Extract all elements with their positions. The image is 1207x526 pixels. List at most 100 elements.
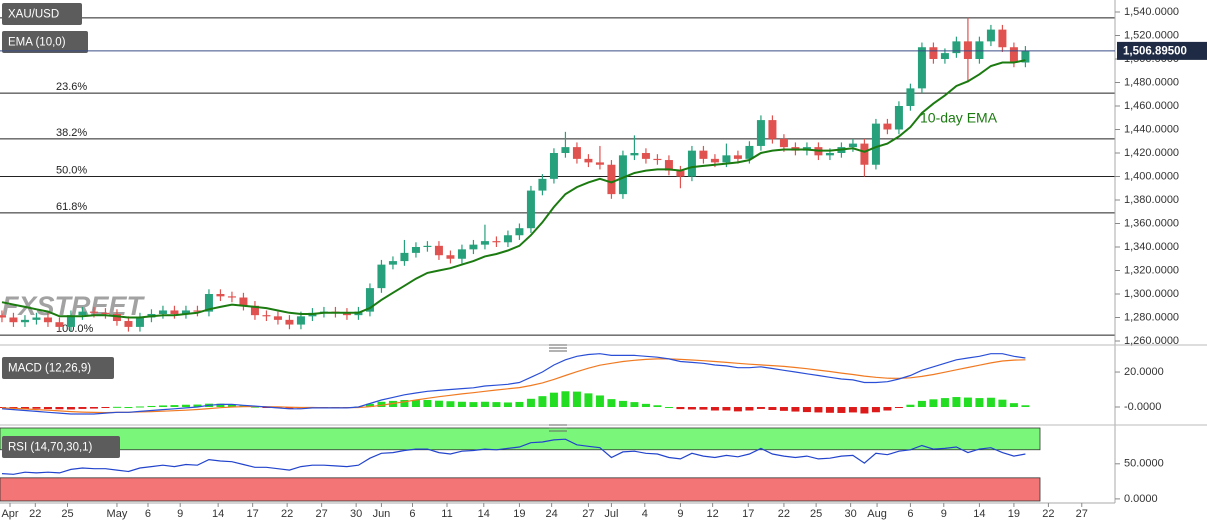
candle-body	[952, 41, 961, 54]
x-tick-label: 27	[1076, 508, 1088, 520]
x-tick-label: May	[107, 508, 128, 520]
macd-histogram-bar	[411, 400, 420, 408]
macd-histogram-bar	[906, 404, 915, 408]
candle-body	[457, 249, 466, 259]
symbol-box[interactable]	[2, 3, 82, 25]
rsi-line	[1, 438, 1026, 475]
candle-body	[158, 310, 167, 314]
macd-histogram-bar	[227, 404, 236, 408]
x-tick-label: 9	[941, 508, 947, 520]
candle-body	[894, 105, 903, 130]
macd-histogram-bar	[618, 400, 627, 408]
candle-body	[434, 245, 443, 256]
candle-body	[32, 317, 41, 320]
macd-histogram-bar	[768, 407, 777, 410]
candle-body	[388, 261, 397, 265]
candle-body	[101, 312, 110, 314]
macd-histogram-bar	[158, 405, 167, 408]
x-tick-label: 6	[409, 508, 415, 520]
candle-body	[963, 41, 972, 59]
macd-histogram-bar	[664, 407, 673, 409]
candle-body	[975, 41, 984, 59]
candle-body	[273, 316, 282, 320]
candle-body	[687, 150, 696, 177]
candle-body	[365, 288, 374, 312]
candle-body	[664, 160, 673, 171]
macd-histogram-bar	[32, 407, 41, 409]
macd-histogram-bar	[469, 402, 478, 408]
x-tick-label: 19	[1008, 508, 1020, 520]
y-tick-label: 1,480.0000	[1124, 76, 1179, 88]
macd-histogram-bar	[124, 407, 133, 409]
x-tick-label: 17	[247, 508, 259, 520]
candle-body	[848, 143, 857, 148]
macd-histogram-bar	[20, 407, 29, 409]
macd-histogram-bar	[975, 398, 984, 408]
candle-body	[66, 315, 75, 327]
y-tick-label: 1,340.0000	[1124, 241, 1179, 253]
macd-histogram-bar	[917, 400, 926, 408]
x-tick-label: 22	[778, 508, 790, 520]
resize-handle[interactable]	[549, 344, 567, 352]
macd-histogram-bar	[1021, 405, 1030, 408]
macd-histogram-bar	[779, 407, 788, 411]
candle-body	[492, 241, 501, 243]
x-tick-label: 25	[61, 508, 73, 520]
candle-body	[400, 252, 409, 262]
macd-histogram-bar	[55, 407, 64, 410]
x-tick-label: 9	[677, 508, 683, 520]
candle-body	[43, 317, 52, 323]
y-tick-label: -0.0000	[1124, 401, 1161, 413]
candle-body	[618, 155, 627, 195]
macd-histogram-bar	[101, 407, 110, 409]
x-tick-label: 22	[281, 508, 293, 520]
macd-histogram-bar	[457, 401, 466, 408]
y-tick-label: 1,380.0000	[1124, 194, 1179, 206]
macd-histogram-bar	[216, 403, 225, 408]
macd-histogram-bar	[929, 399, 938, 408]
candle-body	[89, 311, 98, 313]
candle-body	[285, 319, 294, 325]
macd-box[interactable]	[2, 357, 114, 379]
fib-label: 38.2%	[56, 127, 87, 139]
candle-body	[1021, 50, 1030, 63]
y-tick-label: 0.0000	[1124, 493, 1158, 505]
indicator-box[interactable]	[2, 31, 88, 53]
candle-body	[193, 310, 202, 312]
macd-histogram-bar	[641, 403, 650, 408]
y-tick-label: 1,260.0000	[1124, 335, 1179, 347]
x-tick-label: 4	[642, 508, 648, 520]
candle-body	[446, 255, 455, 259]
macd-histogram-bar	[756, 407, 765, 409]
fib-label: 100.0%	[56, 323, 94, 335]
macd-histogram-bar	[250, 406, 259, 408]
candle-body	[296, 316, 305, 325]
macd-histogram-bar	[986, 397, 995, 408]
y-tick-label: 1,440.0000	[1124, 123, 1179, 135]
macd-histogram-bar	[181, 404, 190, 408]
candle-body	[411, 246, 420, 253]
rsi-oversold-band	[0, 477, 1041, 502]
candle-body	[710, 158, 719, 163]
candle-body	[216, 294, 225, 297]
candle-body	[733, 155, 742, 159]
macd-histogram-bar	[78, 407, 87, 409]
macd-histogram-bar	[699, 407, 708, 410]
candle-body	[55, 322, 64, 327]
x-tick-label: 14	[478, 508, 490, 520]
resize-handle[interactable]	[549, 424, 567, 432]
macd-signal-line	[1, 358, 1026, 414]
candle-body	[768, 120, 777, 139]
candle-body	[262, 315, 271, 317]
x-tick-label: 27	[316, 508, 328, 520]
candle-body	[595, 162, 604, 165]
rsi-box[interactable]	[2, 436, 120, 458]
candle-body	[423, 245, 432, 247]
x-tick-label: 17	[742, 508, 754, 520]
macd-histogram-bar	[894, 407, 903, 409]
macd-histogram-bar	[89, 407, 98, 409]
symbol-label: XAU/USD	[8, 9, 59, 21]
candle-body	[641, 152, 650, 159]
